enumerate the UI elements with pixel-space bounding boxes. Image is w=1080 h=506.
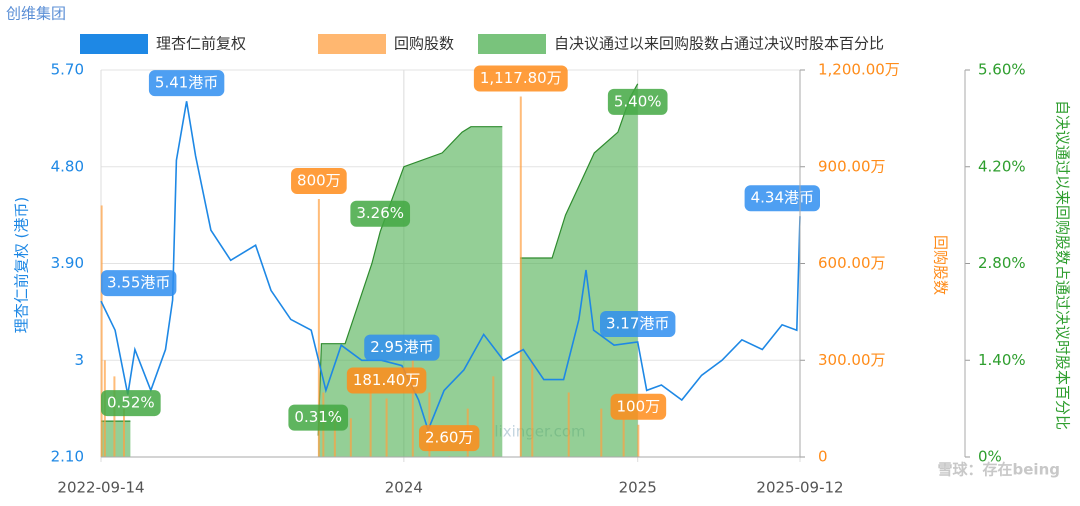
- data-label-box: [346, 367, 427, 394]
- buyback-bar: [100, 205, 103, 457]
- buyback-bar: [531, 360, 534, 457]
- chart-title: 创维集团: [6, 5, 66, 23]
- data-label-text: 3.26%: [356, 204, 404, 222]
- buyback-bar: [492, 376, 495, 457]
- data-label-box: [473, 65, 568, 92]
- data-label-box: [101, 390, 161, 417]
- buyback-bar: [519, 96, 522, 458]
- x-tick-label: 2024: [385, 479, 423, 497]
- data-label: 1,117.80万: [473, 65, 568, 92]
- area-layer: [101, 83, 639, 458]
- legend-swatch[interactable]: [80, 34, 148, 54]
- y2-axis-title: 回购股数: [932, 235, 950, 295]
- y2-tick-label: 1,200.00万: [818, 61, 900, 79]
- y3-tick-label: 4.20%: [978, 157, 1026, 175]
- data-label-box: [744, 185, 820, 212]
- data-label: 0.52%: [101, 390, 161, 417]
- data-label: 2.60万: [419, 425, 480, 452]
- y3-tick-label: 5.60%: [978, 61, 1026, 79]
- data-label-text: 4.34港币: [751, 189, 814, 207]
- data-label-text: 3.17港币: [606, 314, 669, 332]
- buyback-bar: [333, 408, 336, 457]
- data-label-box: [350, 200, 411, 227]
- buyback-bar: [317, 199, 320, 457]
- data-label-text: 5.40%: [614, 92, 662, 110]
- legend-swatch[interactable]: [478, 34, 546, 54]
- data-label-text: 5.41港币: [155, 74, 218, 92]
- buyback-bar: [113, 376, 116, 457]
- y3-axis-title: 自决议通过以来回购股数占通过决议时股本百分比: [1054, 100, 1072, 430]
- data-label-text: 0.31%: [294, 408, 342, 426]
- y-tick-label: 3: [74, 351, 84, 369]
- buyback-bar: [123, 408, 126, 457]
- legend-swatch[interactable]: [318, 34, 386, 54]
- data-label-box: [607, 88, 668, 115]
- y-tick-label: 4.80: [51, 157, 84, 175]
- data-label: 800万: [291, 168, 347, 194]
- y3-tick-label: 0%: [978, 448, 1002, 466]
- y2-tick-label: 0: [818, 448, 828, 466]
- data-label-text: 100万: [617, 397, 661, 415]
- data-label: 0.31%: [288, 404, 349, 431]
- y2-tick-label: 300.00万: [818, 351, 886, 369]
- data-label-box: [364, 334, 440, 361]
- buyback-bar: [567, 392, 570, 457]
- buyback-bar: [369, 376, 372, 457]
- data-label: 181.40万: [346, 367, 427, 394]
- label-layer: 0.52% 0.31% 3.26% 5.40% 800万 181.40万 2.60万 1,11…: [101, 65, 820, 452]
- buyback-bar: [411, 360, 414, 457]
- y3-tick-label: 1.40%: [978, 351, 1026, 369]
- legend-label[interactable]: 自决议通过以来回购股数占通过决议时股本百分比: [554, 35, 884, 53]
- data-label-text: 800万: [297, 172, 341, 190]
- y3-tick-label: 2.80%: [978, 254, 1026, 272]
- data-label: 3.55港币: [101, 270, 177, 297]
- data-label-box: [419, 425, 480, 452]
- data-label-box: [291, 168, 347, 194]
- y2-tick-label: 900.00万: [818, 157, 886, 175]
- data-label-text: 181.40万: [353, 371, 421, 389]
- data-label: 3.17港币: [600, 310, 676, 337]
- data-label-box: [288, 404, 349, 431]
- data-label-box: [600, 310, 676, 337]
- buyback-bar: [622, 418, 625, 457]
- y-tick-label: 2.10: [51, 448, 84, 466]
- y-tick-label: 3.90: [51, 254, 84, 272]
- data-label: 3.26%: [350, 200, 411, 227]
- y-tick-label: 5.70: [51, 61, 84, 79]
- data-label-text: 0.52%: [107, 394, 155, 412]
- buyback-bar: [637, 424, 640, 457]
- x-tick-label: 2025: [619, 479, 657, 497]
- data-label: 2.95港币: [364, 334, 440, 361]
- watermark: 雪球：存在being: [938, 461, 1060, 479]
- buyback-bar: [600, 408, 603, 457]
- data-label-text: 2.60万: [425, 429, 473, 447]
- legend-label[interactable]: 回购股数: [394, 35, 454, 53]
- data-label: 5.41港币: [148, 70, 225, 97]
- data-label-box: [101, 270, 177, 297]
- data-label-text: 3.55港币: [107, 274, 170, 292]
- data-label: 5.40%: [607, 88, 668, 115]
- x-tick-label: 2022-09-14: [57, 479, 144, 497]
- data-label: 4.34港币: [744, 185, 820, 212]
- data-label-box: [148, 70, 225, 97]
- data-label: 100万: [610, 393, 667, 420]
- y-axis-title: 理杏仁前复权 (港币): [13, 197, 31, 333]
- x-tick-label: 2025-09-12: [756, 479, 843, 497]
- data-label-box: [610, 393, 667, 420]
- buyback-bar: [385, 398, 388, 457]
- buyback-bar: [349, 418, 352, 457]
- y2-tick-label: 600.00万: [818, 254, 886, 272]
- data-label-text: 2.95港币: [370, 338, 433, 356]
- legend-label[interactable]: 理杏仁前复权: [156, 35, 246, 53]
- data-label-text: 1,117.80万: [480, 69, 562, 87]
